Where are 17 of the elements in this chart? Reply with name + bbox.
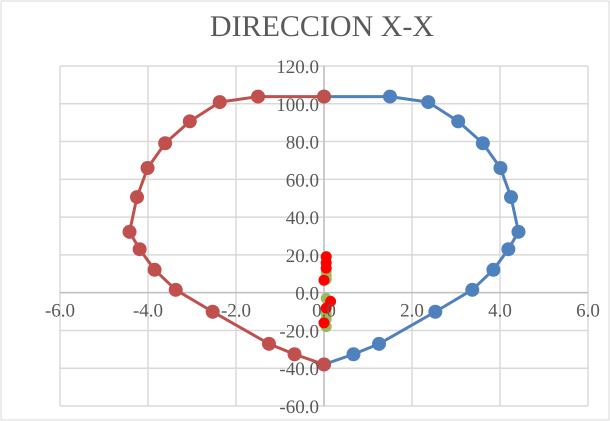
- x-tick-label: 6.0: [576, 300, 600, 322]
- x-tick-label: 2.0: [400, 300, 424, 322]
- y-tick-label: 80.0: [286, 132, 319, 154]
- y-tick-label: 0.0: [295, 284, 319, 305]
- y-tick-label: 20.0: [286, 246, 319, 267]
- x-tick-label: -4.0: [132, 300, 164, 322]
- x-tick-label: -6.0: [44, 300, 76, 322]
- y-tick-label: 100.0: [276, 94, 319, 116]
- y-tick-label: -60.0: [279, 397, 319, 418]
- y-tick-label: 120.0: [276, 57, 319, 78]
- chart-title: DIRECCION X-X: [210, 10, 434, 43]
- y-tick-label: -40.0: [279, 359, 319, 380]
- y-tick-label: 40.0: [286, 208, 319, 230]
- y-tick-label: -20.0: [279, 321, 319, 342]
- y-tick-label: 60.0: [286, 170, 319, 192]
- x-tick-label: 4.0: [488, 300, 512, 322]
- x-tick-label: -2.0: [220, 300, 252, 322]
